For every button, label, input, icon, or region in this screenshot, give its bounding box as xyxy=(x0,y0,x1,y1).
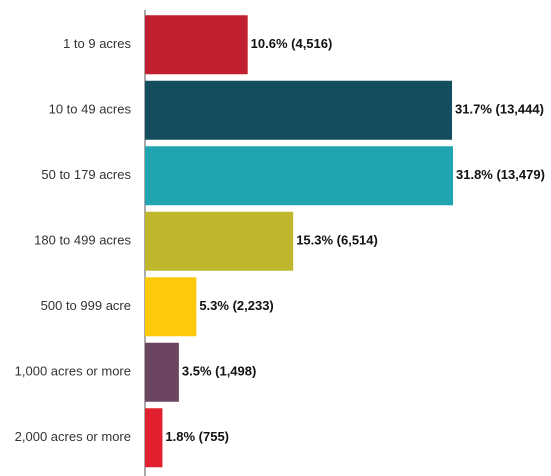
bar xyxy=(145,146,453,206)
category-label: 1,000 acres or more xyxy=(15,364,131,379)
category-label: 10 to 49 acres xyxy=(49,102,132,117)
bar xyxy=(145,277,197,337)
value-label: 10.6% (4,516) xyxy=(251,36,333,51)
value-label: 5.3% (2,233) xyxy=(199,298,273,313)
bar xyxy=(145,342,179,402)
category-label: 1 to 9 acres xyxy=(63,36,131,51)
bar xyxy=(145,80,453,140)
bar xyxy=(145,15,248,75)
value-label: 3.5% (1,498) xyxy=(182,364,256,379)
value-label: 15.3% (6,514) xyxy=(296,233,378,248)
value-label: 31.7% (13,444) xyxy=(455,102,544,117)
category-label: 50 to 179 acres xyxy=(41,167,131,182)
category-label: 2,000 acres or more xyxy=(15,429,131,444)
value-label: 31.8% (13,479) xyxy=(456,167,545,182)
bar xyxy=(145,408,163,468)
category-label: 180 to 499 acres xyxy=(34,233,131,248)
value-label: 1.8% (755) xyxy=(165,429,229,444)
bar xyxy=(145,211,294,271)
category-label: 500 to 999 acre xyxy=(41,298,131,313)
